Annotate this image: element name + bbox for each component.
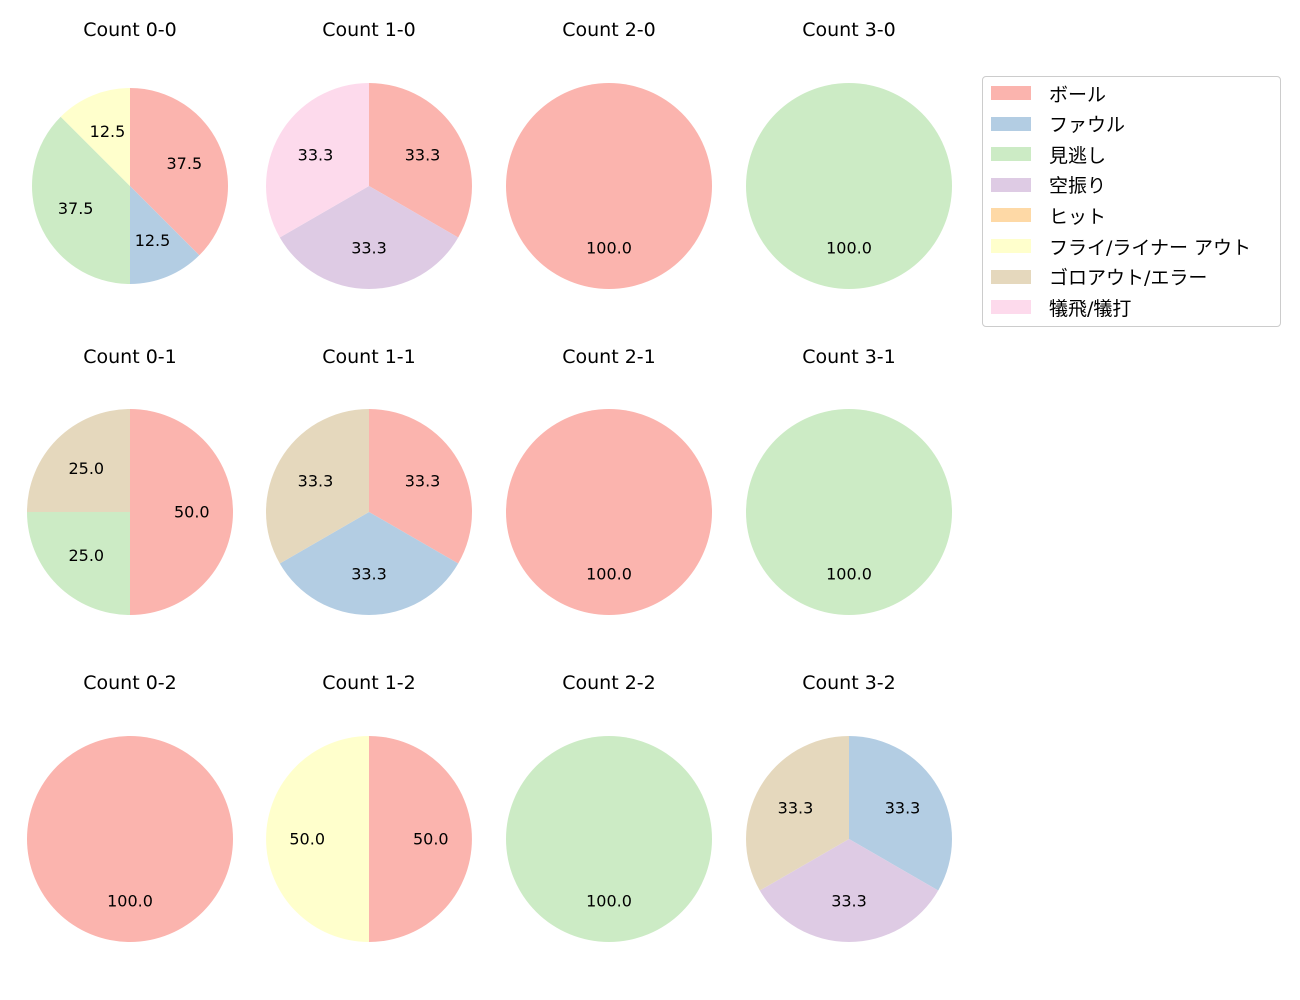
pie-count-0-0: Count 0-0 37.5 12.5 37.5 12.5 xyxy=(31,19,228,284)
legend-label: ボール xyxy=(1049,83,1107,106)
slice-label: 50.0 xyxy=(413,830,449,849)
legend: ボールファウル見逃し空振りヒットフライ/ライナー アウト ゴロアウト/エラー 犠飛/… xyxy=(982,76,1281,327)
pie-title: Count 1-1 xyxy=(322,346,416,368)
slice-label: 100.0 xyxy=(107,891,153,910)
legend-swatch xyxy=(991,86,1031,100)
pie-slice xyxy=(31,116,130,284)
pie-slice xyxy=(746,83,952,289)
legend-swatch xyxy=(991,300,1031,315)
legend-item: フライ/ライナー アウト xyxy=(991,236,1251,259)
legend-item: ゴロアウト/エラー xyxy=(991,267,1207,289)
pie-count-1-0: Count 1-0 33.3 33.3 33.3 xyxy=(266,19,472,289)
pie-slice xyxy=(27,409,130,512)
pie-title: Count 0-1 xyxy=(83,346,177,368)
pie-title: Count 0-2 xyxy=(83,672,177,694)
legend-label: フライ/ライナー アウト xyxy=(1049,236,1252,259)
pie-slice xyxy=(130,88,228,256)
pie-slice xyxy=(506,83,712,289)
slice-label: 33.3 xyxy=(405,472,441,491)
slice-label: 100.0 xyxy=(826,238,872,257)
slice-label: 12.5 xyxy=(135,231,171,250)
slice-label: 50.0 xyxy=(289,830,325,849)
pie-slice xyxy=(759,839,939,942)
legend-label: 見逃し xyxy=(1049,144,1107,167)
legend-swatch xyxy=(991,239,1031,253)
slice-label: 33.3 xyxy=(885,799,921,818)
slice-label: 25.0 xyxy=(68,546,104,565)
legend-label: 犠飛/犠打 xyxy=(1049,297,1132,320)
slice-label: 33.3 xyxy=(351,564,387,583)
pie-count-3-1: Count 3-1 100.0 xyxy=(746,346,952,615)
slice-label: 25.0 xyxy=(68,459,104,478)
pie-slice xyxy=(27,512,130,615)
pie-slice xyxy=(266,736,369,942)
slice-label: 100.0 xyxy=(586,891,632,910)
slice-label: 37.5 xyxy=(58,199,94,218)
legend-label: ヒット xyxy=(1049,205,1107,228)
slice-label: 100.0 xyxy=(826,564,872,583)
legend-swatch xyxy=(991,147,1031,162)
pie-slice xyxy=(266,83,369,238)
pie-title: Count 2-1 xyxy=(562,346,656,368)
slice-label: 33.3 xyxy=(351,238,387,257)
legend-label: ゴロアウト/エラー xyxy=(1049,267,1208,290)
slice-label: 37.5 xyxy=(167,154,203,173)
slice-label: 33.3 xyxy=(298,472,334,491)
pie-title: Count 3-2 xyxy=(802,672,896,694)
legend-swatch xyxy=(991,208,1031,223)
pie-count-0-2: Count 0-2 100.0 xyxy=(27,672,233,942)
pie-slice xyxy=(266,409,369,564)
legend-item: ヒット xyxy=(991,205,1106,228)
legend-item: 空振り xyxy=(991,175,1106,197)
pie-count-2-2: Count 2-2 100.0 xyxy=(506,672,712,942)
pie-slice xyxy=(130,186,200,284)
legend-swatch xyxy=(991,116,1031,131)
pie-slice xyxy=(369,409,472,564)
pie-slice xyxy=(369,83,472,238)
pie-slice xyxy=(369,736,472,942)
slice-label: 33.3 xyxy=(298,146,334,165)
slice-label: 33.3 xyxy=(831,891,867,910)
legend-item: 犠飛/犠打 xyxy=(991,297,1131,320)
slice-label: 33.3 xyxy=(405,146,441,165)
legend-label: ファウル xyxy=(1049,114,1126,137)
pie-count-1-1: Count 1-1 33.3 33.3 33.3 xyxy=(266,346,472,615)
pie-title: Count 3-0 xyxy=(802,19,896,41)
pie-count-3-0: Count 3-0 100.0 xyxy=(746,19,952,289)
legend-label: 空振り xyxy=(1049,175,1107,198)
pie-slice xyxy=(27,736,233,942)
pie-title: Count 0-0 xyxy=(83,19,177,41)
legend-swatch xyxy=(991,269,1031,284)
pie-slice xyxy=(506,736,712,942)
legend-item: ボール xyxy=(991,83,1106,106)
pie-slice xyxy=(506,409,712,615)
legend-item: 見逃し xyxy=(991,144,1106,167)
pie-title: Count 3-1 xyxy=(802,346,896,368)
slice-label: 12.5 xyxy=(90,122,126,141)
pie-count-1-2: Count 1-2 50.0 50.0 xyxy=(266,672,472,942)
pie-title: Count 2-2 xyxy=(562,672,656,694)
pie-count-0-1: Count 0-1 50.0 25.0 25.0 xyxy=(27,346,233,615)
slice-label: 100.0 xyxy=(586,564,632,583)
pie-title: Count 1-2 xyxy=(322,672,416,694)
pie-count-2-1: Count 2-1 100.0 xyxy=(506,346,712,615)
pie-slice xyxy=(60,88,130,186)
pie-slice xyxy=(745,736,849,891)
pie-title: Count 1-0 xyxy=(322,19,416,41)
pie-slice xyxy=(746,409,952,615)
pie-title: Count 2-0 xyxy=(562,19,656,41)
slice-label: 50.0 xyxy=(174,503,210,522)
pie-slice xyxy=(849,736,952,891)
pie-count-2-0: Count 2-0 100.0 xyxy=(506,19,712,289)
legend-item: ファウル xyxy=(991,114,1125,136)
pie-count-3-2: Count 3-2 33.3 33.3 33.3 xyxy=(745,672,952,942)
slice-label: 100.0 xyxy=(586,238,632,257)
slice-label: 33.3 xyxy=(778,799,814,818)
legend-swatch xyxy=(991,177,1031,192)
pie-slice xyxy=(130,409,233,615)
